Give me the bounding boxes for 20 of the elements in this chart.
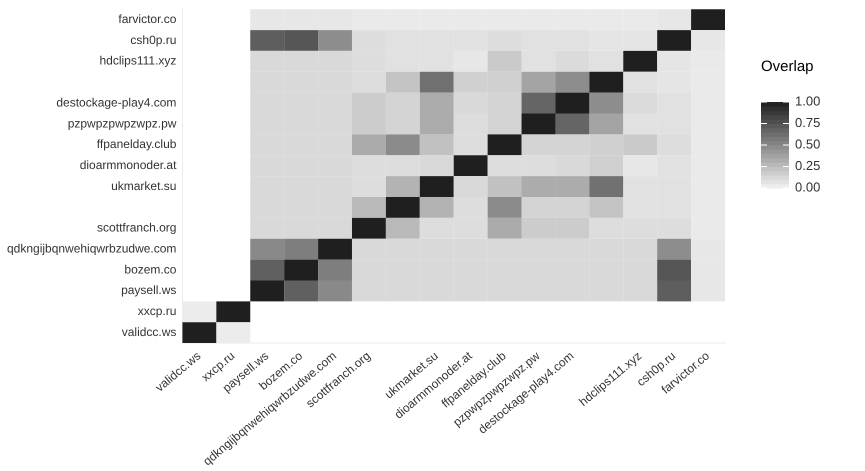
color-bar-title: Overlap <box>761 58 814 75</box>
y-tick-label: qdkngijbqnwehiqwrbzudwe.com <box>6 241 176 256</box>
y-tick-label: ffpanelday.club <box>96 137 177 152</box>
y-tick-label: csh0p.ru <box>130 32 176 47</box>
color-bar-label: 0.00 <box>795 180 820 195</box>
color-bar-label: 1.00 <box>795 94 820 109</box>
y-tick-label: paysell.ws <box>121 283 176 298</box>
color-bar-label: 0.75 <box>795 115 820 130</box>
y-tick-label: validcc.ws <box>122 324 176 339</box>
color-bar-label: 0.25 <box>795 158 820 174</box>
y-tick-label: ukmarket.su <box>111 178 176 193</box>
y-tick-label: bozem.co <box>124 262 177 276</box>
color-bar-label: 0.50 <box>795 136 820 152</box>
y-tick-label: dioarmmonoder.at <box>80 158 178 172</box>
y-tick-label: xxcp.ru <box>138 304 176 318</box>
y-tick-label: scottfranch.org <box>97 220 176 235</box>
y-tick-label: pzpwpzpwpzwpz.pw <box>68 116 177 130</box>
y-tick-label: farvictor.co <box>118 12 177 26</box>
y-tick-label: destockage-play4.com <box>56 95 176 110</box>
y-tick-label: hdclips111.xyz <box>99 54 176 68</box>
